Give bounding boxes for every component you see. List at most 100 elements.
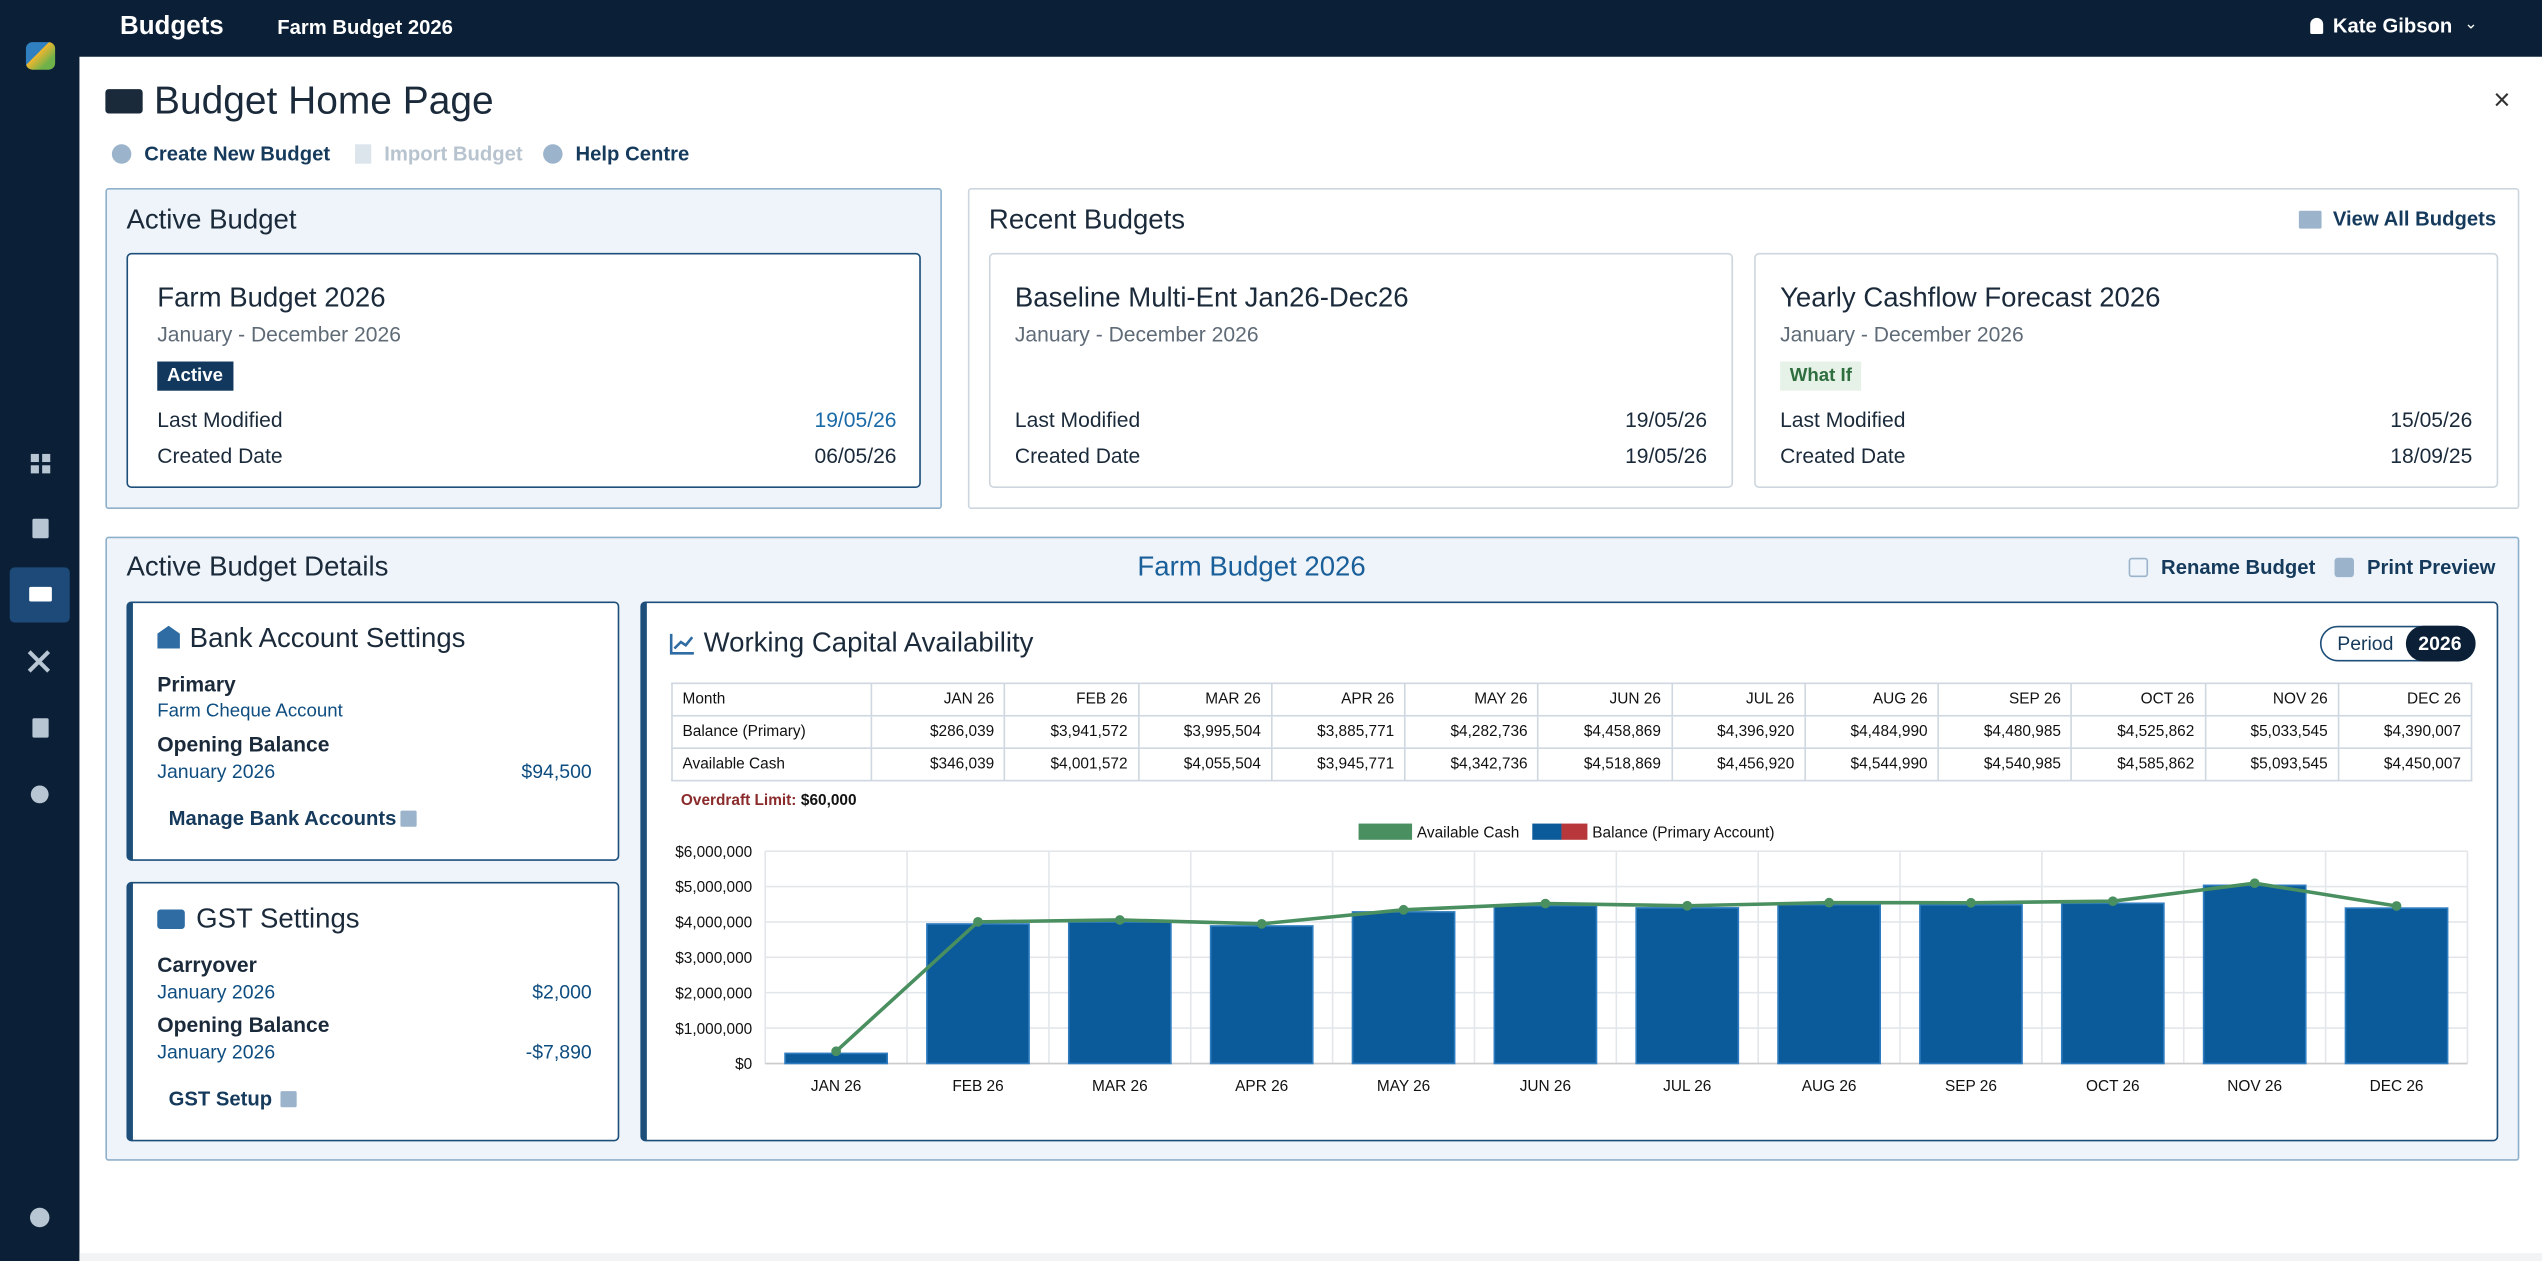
user-menu[interactable]: Kate Gibson [2332,14,2453,38]
field-value: $94,500 [521,760,592,784]
value-cell: $346,039 [870,747,1006,782]
active-badge: Active [157,361,233,391]
bar [1919,904,2023,1065]
panel-heading: Active Budget [126,204,297,236]
value-cell: $4,484,990 [1803,714,1939,749]
active-budget-card[interactable] [126,252,921,488]
budget-period: January - December 2026 [157,321,401,347]
table-row: Available Cash $346,039 $4,001,572 $4,055,5… [671,747,2473,782]
budget-period: January - December 2026 [1780,321,2024,347]
nav-budgets[interactable] [29,586,52,602]
nav-reports[interactable] [32,718,49,738]
field-value: $2,000 [532,980,592,1004]
value-cell: $3,995,504 [1137,714,1273,749]
gst-setup[interactable]: GST Setup [168,1087,273,1111]
row-value: 19/05/26 [1625,443,1708,468]
sidebar [0,0,80,1261]
help-centre[interactable]: Help Centre [575,142,690,166]
row-label: Last Modified [157,407,283,433]
row-value: 19/05/26 [814,407,897,433]
point [1682,900,1693,911]
point [2107,896,2118,907]
row-label: Created Date [1014,443,1141,468]
point [1824,897,1834,908]
x-tick-label: APR 26 [1235,1078,1288,1095]
row-label: Balance (Primary) [671,714,873,749]
point [1540,898,1551,909]
bar [2202,884,2307,1065]
bar [2060,902,2165,1065]
import-icon [355,144,372,164]
card-title: Working Capital Availability [703,627,1034,659]
value-cell: $4,055,504 [1137,747,1273,782]
bank-card [126,601,620,861]
value-cell: $4,518,869 [1537,747,1673,782]
row-label: Created Date [157,443,283,468]
x-tick-label: JUL 26 [1663,1078,1711,1095]
nav-settings[interactable] [30,785,49,804]
value-cell: $5,033,545 [2204,714,2339,749]
header-cell: JUN 26 [1537,682,1673,717]
what-if-badge: What If [1780,361,1862,391]
x-tick-label: MAR 26 [1092,1078,1148,1095]
field-label: Carryover [157,952,257,977]
point [2391,901,2402,911]
nav-help[interactable] [29,1207,50,1228]
field-label: Opening Balance [157,731,330,757]
view-all-budgets[interactable]: View All Budgets [2332,207,2497,231]
value-cell: $4,342,736 [1403,747,1539,782]
manage-bank-accounts[interactable]: Manage Bank Accounts [168,807,397,831]
budget-period: January - December 2026 [1014,321,1259,347]
point [1256,918,1267,929]
point [1114,915,1125,925]
close-button[interactable]: × [2493,83,2511,116]
bar [2344,907,2449,1065]
help-icon [543,144,563,164]
x-tick-label: JAN 26 [811,1078,861,1095]
budget-card[interactable] [988,252,1734,488]
bar [1635,907,1740,1065]
budget-name: Yearly Cashflow Forecast 2026 [1780,282,2161,313]
toggle-option[interactable]: 2026 [2418,632,2462,655]
field-value: -$7,890 [525,1040,592,1064]
nav-dashboard[interactable] [30,453,39,463]
value-cell: $4,396,920 [1670,714,1806,749]
user-caret[interactable]: ⌄ [2464,15,2478,34]
print-icon [2334,557,2354,578]
gst-icon [157,909,185,929]
x-tick-label: MAY 26 [1377,1078,1430,1095]
budget-name: Farm Budget 2026 [157,282,386,313]
create-budget[interactable]: Create New Budget [144,142,331,166]
value-cell: $3,885,771 [1270,714,1406,749]
value-cell: $4,456,920 [1670,747,1806,782]
point [1966,897,1976,908]
print-preview[interactable]: Print Preview [2366,556,2496,579]
y-tick-label: $3,000,000 [675,950,752,967]
toggle-option[interactable]: Period [2337,632,2394,655]
x-tick-label: JUN 26 [1520,1078,1571,1095]
field-value: Farm Cheque Account [157,701,343,722]
rename-budget[interactable]: Rename Budget [2161,556,2316,579]
nav-calculator[interactable] [32,518,49,539]
point [1398,904,1409,915]
y-tick-label: $4,000,000 [675,915,752,932]
app-name[interactable]: Budgets [119,12,224,41]
top-bar [0,0,2542,57]
x-tick-label: AUG 26 [1802,1078,1857,1095]
logo[interactable] [25,42,56,70]
table-row: Month JAN 26 FEB 26 MAR 26 APR 26 MAY 26 JUN 2… [671,682,2473,717]
nav-icons [27,453,52,1228]
row-value: 15/05/26 [2390,407,2473,433]
nav-tools[interactable] [27,650,51,673]
bar [1209,925,1314,1065]
external-icon [280,1091,297,1108]
budget-card[interactable] [1754,252,2499,488]
gst-card [126,881,620,1142]
point [973,917,983,927]
folder-icon [2298,210,2322,229]
toggle-selected [2405,625,2476,662]
row-value: 18/09/25 [2390,443,2473,468]
bar [1067,921,1172,1065]
user-icon [2310,17,2324,35]
y-tick-label: $5,000,000 [675,879,752,896]
